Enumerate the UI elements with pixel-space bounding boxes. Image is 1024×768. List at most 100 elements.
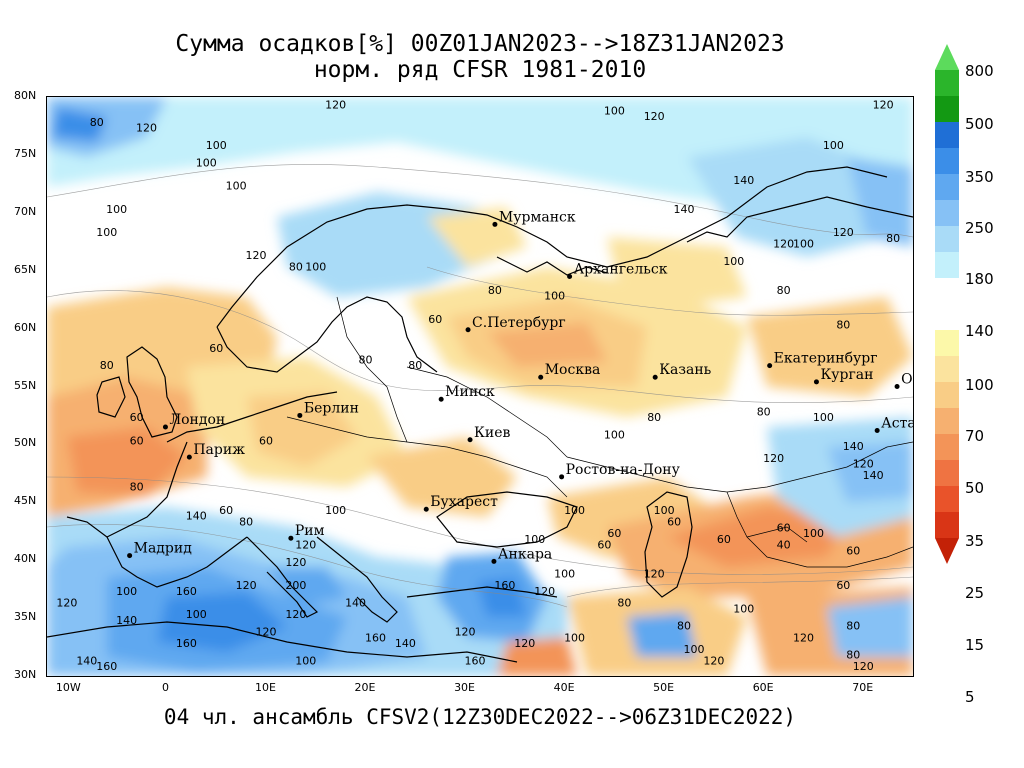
contour-label: 160 xyxy=(494,579,515,592)
city-dot xyxy=(162,424,168,430)
city-dot xyxy=(491,558,497,564)
contour-label: 60 xyxy=(130,434,144,447)
city-label: Омск xyxy=(901,372,913,388)
city-label: Москва xyxy=(545,362,601,378)
city-dot xyxy=(186,454,192,460)
contour-label: 140 xyxy=(186,510,207,523)
contour-label: 100 xyxy=(96,226,117,239)
contour-label: 80 xyxy=(289,261,303,274)
city-dot xyxy=(874,428,880,434)
map-canvas: Мурманск Архангельск С.Петербург Москва Каза… xyxy=(47,97,913,676)
contour-label: 80 xyxy=(90,116,104,129)
contour-label: 160 xyxy=(176,585,197,598)
longitude-tick-label: 0 xyxy=(161,681,169,694)
contour-label: 60 xyxy=(836,579,850,592)
latitude-tick-label: 70N xyxy=(14,204,37,218)
contour-label: 120 xyxy=(644,568,665,581)
colorbar-segment xyxy=(935,200,959,226)
city-dot xyxy=(567,273,573,279)
city-label: Екатеринбург xyxy=(774,351,878,367)
contour-label: 120 xyxy=(773,238,794,251)
contour-label: 80 xyxy=(359,353,373,366)
colorbar-segment xyxy=(935,434,959,460)
colorbar-label: 350 xyxy=(965,168,994,186)
city-dot xyxy=(767,363,773,369)
contour-label: 60 xyxy=(209,342,223,355)
latitude-tick-label: 40N xyxy=(14,552,37,566)
contour-label: 60 xyxy=(846,544,860,557)
city-dot xyxy=(423,506,429,512)
contour-label: 100 xyxy=(723,255,744,268)
colorbar-segment xyxy=(935,96,959,122)
contour-label: 120 xyxy=(325,99,346,112)
city-dot xyxy=(127,553,133,559)
contour-label: 140 xyxy=(843,440,864,453)
colorbar-segment xyxy=(935,174,959,200)
latitude-tick-label: 60N xyxy=(14,320,37,334)
contour-label: 100 xyxy=(813,411,834,424)
colorbar-label: 500 xyxy=(965,115,994,133)
contour-label: 100 xyxy=(793,238,814,251)
contour-label: 100 xyxy=(544,290,565,303)
contour-label: 80 xyxy=(777,284,791,297)
colorbar-label: 100 xyxy=(965,376,994,394)
contour-label: 120 xyxy=(285,608,306,621)
latitude-tick-label: 45N xyxy=(14,494,37,508)
contour-label: 120 xyxy=(255,625,276,638)
contour-label: 160 xyxy=(465,654,486,667)
city-dot xyxy=(297,412,303,418)
contour-label: 100 xyxy=(305,261,326,274)
contour-label: 60 xyxy=(597,539,611,552)
colorbar-label: 50 xyxy=(965,479,985,497)
city-dot xyxy=(465,327,471,333)
colorbar-segment xyxy=(935,70,959,96)
contour-label: 80 xyxy=(757,405,771,418)
chart-subtitle: норм. ряд CFSR 1981-2010 xyxy=(313,57,647,83)
contour-label: 80 xyxy=(130,481,144,494)
contour-label: 100 xyxy=(186,608,207,621)
contour-label: 100 xyxy=(295,654,316,667)
city-label: Анкара xyxy=(498,546,552,562)
city-dot xyxy=(652,374,658,380)
contour-label: 120 xyxy=(455,625,476,638)
longitude-tick-label: 20E xyxy=(354,681,376,694)
contour-label: 100 xyxy=(196,156,217,169)
contour-label: 60 xyxy=(130,411,144,424)
contour-label: 100 xyxy=(733,602,754,615)
colorbar-segment xyxy=(935,408,959,434)
colorbar-segment xyxy=(935,382,959,408)
contour-label: 60 xyxy=(717,533,731,546)
chart-title: Сумма осадков[%] 00Z01JAN2023-->18Z31JAN… xyxy=(175,31,785,57)
contour-label: 120 xyxy=(644,110,665,123)
colorbar-segment xyxy=(935,226,959,252)
contour-label: 120 xyxy=(853,660,874,673)
country-borders xyxy=(286,296,913,568)
contour-label: 140 xyxy=(395,637,416,650)
city-label: Мурманск xyxy=(499,209,576,225)
latitude-tick-label: 50N xyxy=(14,436,37,450)
longitude-tick-label: 40E xyxy=(553,681,575,694)
colorbar-segment xyxy=(935,356,959,382)
contour-label: 120 xyxy=(236,579,257,592)
contour-label: 100 xyxy=(604,104,625,117)
contour-label: 40 xyxy=(777,539,791,552)
city-dot xyxy=(538,374,544,380)
colorbar-segment xyxy=(935,512,959,538)
contour-label: 100 xyxy=(116,585,137,598)
latitude-tick-label: 35N xyxy=(14,610,37,624)
city-dot xyxy=(492,221,498,227)
contour-label: 80 xyxy=(886,232,900,245)
colorbar-segment xyxy=(935,148,959,174)
city-label: С.Петербург xyxy=(472,315,566,331)
contour-label: 140 xyxy=(345,597,366,610)
city-label: Архангельск xyxy=(574,261,668,277)
contour-label: 140 xyxy=(733,174,754,187)
longitude-tick-label: 30E xyxy=(454,681,476,694)
contour-label: 60 xyxy=(777,521,791,534)
latitude-tick-label: 65N xyxy=(14,262,37,276)
city-dot xyxy=(467,437,473,443)
longitude-tick-label: 50E xyxy=(653,681,675,694)
longitude-tick-label: 70E xyxy=(852,681,874,694)
contour-label: 120 xyxy=(285,556,306,569)
